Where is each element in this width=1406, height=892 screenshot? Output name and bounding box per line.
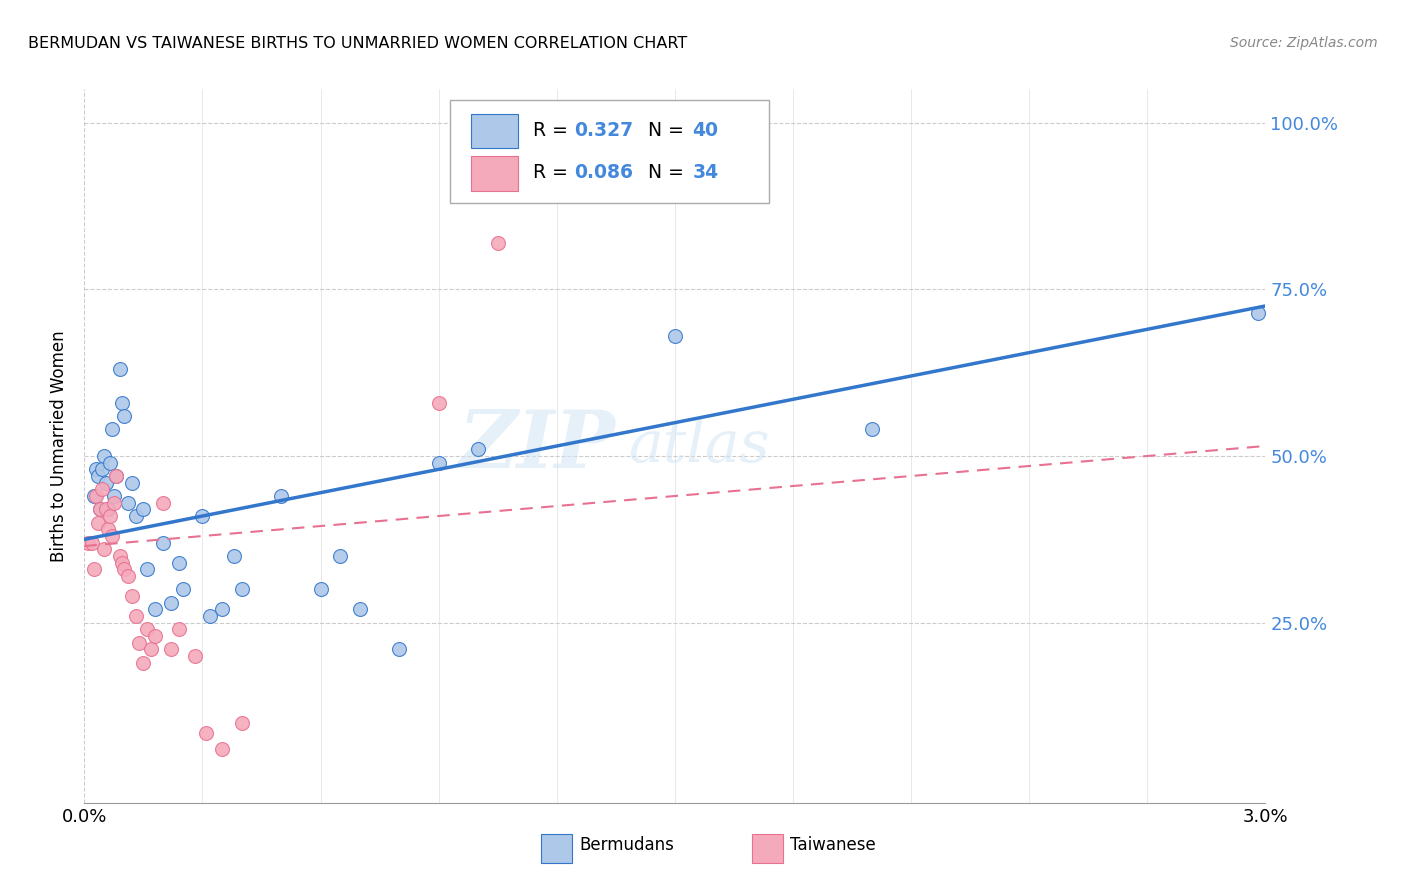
Point — [195, 725, 218, 739]
Point — [108, 549, 131, 563]
Point — [124, 509, 146, 524]
Point — [111, 556, 134, 570]
Point — [117, 569, 139, 583]
Point — [486, 235, 509, 250]
Point — [211, 742, 233, 756]
Point — [160, 596, 183, 610]
Point — [231, 582, 253, 597]
Point — [167, 623, 190, 637]
Point — [349, 602, 371, 616]
Point — [222, 549, 245, 563]
Point — [128, 636, 150, 650]
Point — [427, 456, 450, 470]
Text: N =: N = — [636, 121, 690, 140]
Point — [83, 562, 105, 576]
Point — [664, 329, 686, 343]
FancyBboxPatch shape — [450, 100, 769, 203]
Point — [84, 489, 107, 503]
Point — [200, 609, 222, 624]
Bar — [752, 834, 783, 863]
Text: N =: N = — [636, 163, 690, 182]
Text: R =: R = — [533, 163, 574, 182]
Point — [91, 483, 114, 497]
Point — [111, 395, 134, 409]
Point — [160, 642, 183, 657]
Point — [132, 502, 155, 516]
Point — [97, 522, 120, 536]
Point — [141, 642, 163, 657]
Point — [167, 556, 190, 570]
Point — [97, 502, 120, 516]
Point — [93, 542, 115, 557]
Bar — [471, 114, 517, 148]
Point — [136, 562, 159, 576]
Point — [860, 422, 883, 436]
Point — [108, 362, 131, 376]
Point — [191, 509, 214, 524]
Text: ZIP: ZIP — [458, 408, 616, 484]
Point — [152, 535, 174, 549]
Point — [87, 469, 110, 483]
Point — [1246, 305, 1268, 319]
Point — [309, 582, 332, 597]
Point — [83, 489, 105, 503]
Point — [117, 496, 139, 510]
Point — [270, 489, 292, 503]
Point — [112, 562, 135, 576]
Point — [121, 475, 143, 490]
Point — [89, 502, 111, 516]
Y-axis label: Births to Unmarried Women: Births to Unmarried Women — [51, 330, 69, 562]
Bar — [471, 156, 517, 191]
Text: Taiwanese: Taiwanese — [790, 836, 876, 854]
Point — [121, 589, 143, 603]
Point — [98, 456, 121, 470]
Point — [104, 469, 127, 483]
Point — [94, 475, 117, 490]
Point — [103, 489, 125, 503]
Text: 0.086: 0.086 — [575, 163, 634, 182]
Point — [143, 602, 166, 616]
Text: 40: 40 — [693, 121, 718, 140]
Point — [143, 629, 166, 643]
Point — [93, 449, 115, 463]
Point — [89, 502, 111, 516]
Text: BERMUDAN VS TAIWANESE BIRTHS TO UNMARRIED WOMEN CORRELATION CHART: BERMUDAN VS TAIWANESE BIRTHS TO UNMARRIE… — [28, 36, 688, 51]
Point — [112, 409, 135, 423]
Point — [152, 496, 174, 510]
Point — [467, 442, 489, 457]
Text: R =: R = — [533, 121, 574, 140]
Point — [388, 642, 411, 657]
Point — [211, 602, 233, 616]
Text: Bermudans: Bermudans — [579, 836, 673, 854]
Point — [84, 462, 107, 476]
Bar — [541, 834, 572, 863]
Point — [124, 609, 146, 624]
Point — [91, 462, 114, 476]
Point — [101, 529, 124, 543]
Point — [183, 649, 205, 664]
Point — [136, 623, 159, 637]
Point — [427, 395, 450, 409]
Point — [94, 502, 117, 516]
Point — [98, 509, 121, 524]
Text: 0.327: 0.327 — [575, 121, 634, 140]
Point — [87, 516, 110, 530]
Point — [329, 549, 352, 563]
Text: Source: ZipAtlas.com: Source: ZipAtlas.com — [1230, 36, 1378, 50]
Text: atlas: atlas — [627, 417, 769, 475]
Point — [132, 656, 155, 670]
Point — [172, 582, 194, 597]
Text: 34: 34 — [693, 163, 718, 182]
Point — [231, 715, 253, 730]
Point — [82, 535, 104, 549]
Point — [101, 422, 124, 436]
Point — [77, 535, 100, 549]
Point — [104, 469, 127, 483]
Point — [103, 496, 125, 510]
